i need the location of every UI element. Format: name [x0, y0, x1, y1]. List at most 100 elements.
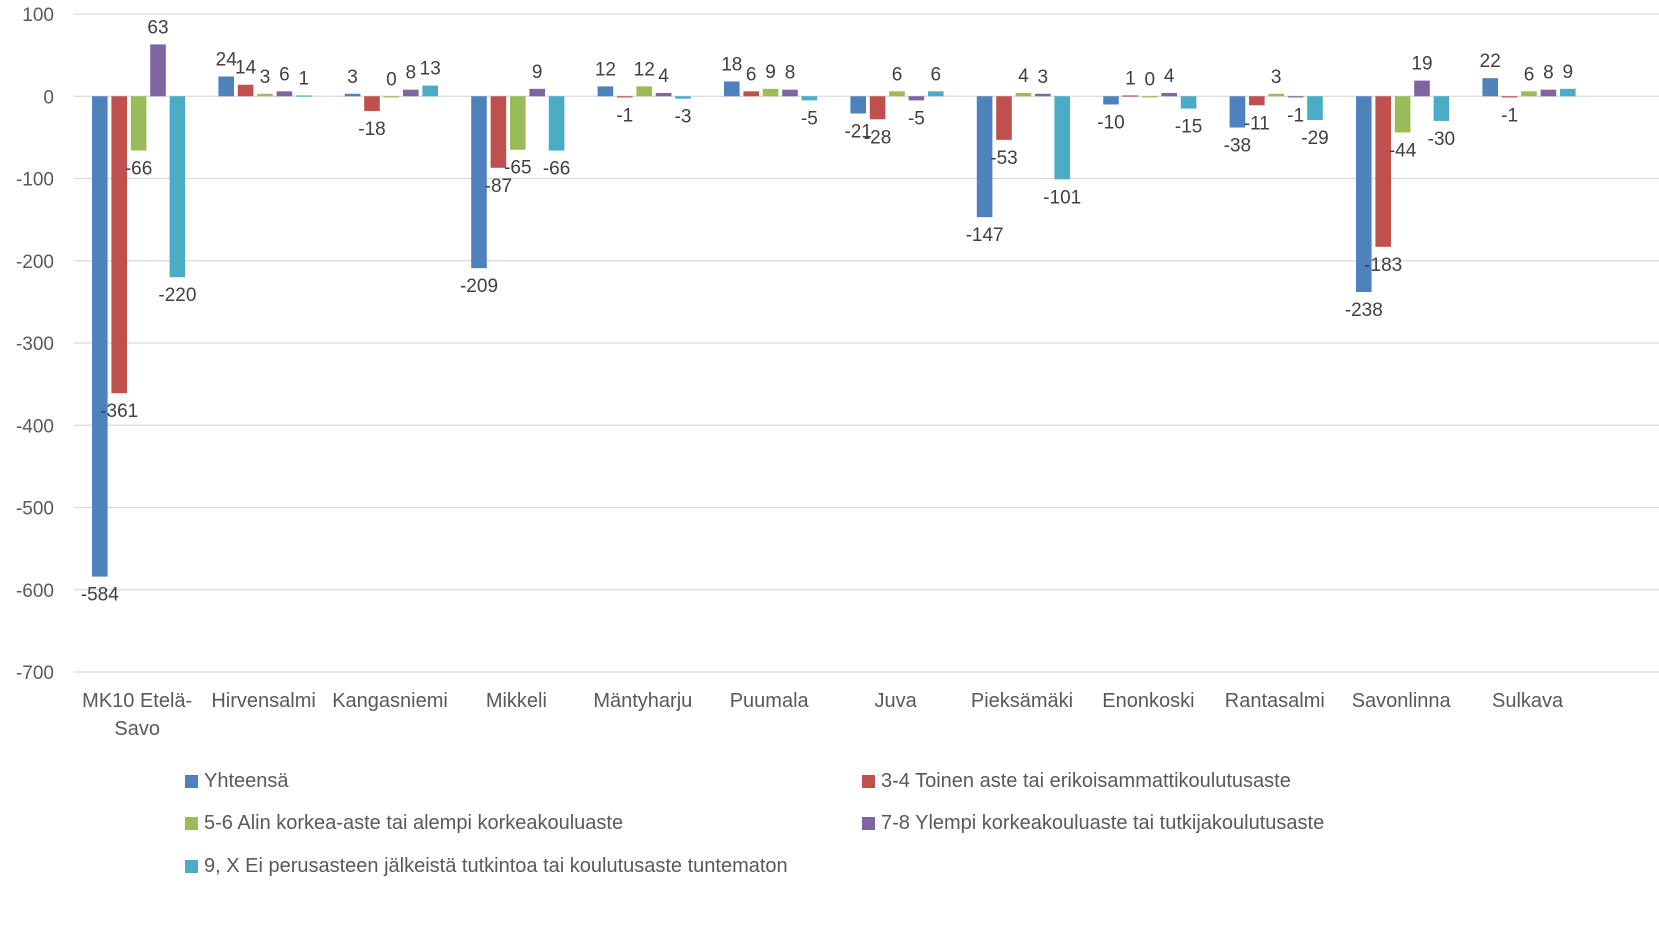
data-label: 8 — [406, 63, 417, 84]
data-label: 9 — [765, 62, 776, 83]
data-label: 22 — [1480, 51, 1501, 72]
category-label: Puumala — [730, 690, 810, 712]
bar — [1501, 96, 1518, 98]
bar — [1482, 78, 1498, 97]
data-label: 6 — [279, 64, 290, 85]
bar — [1287, 96, 1304, 98]
bar — [510, 96, 526, 150]
bar — [1560, 88, 1576, 97]
bar — [1122, 95, 1139, 97]
y-tick-label: -500 — [16, 499, 54, 520]
bar — [1015, 92, 1032, 97]
bar — [1268, 93, 1284, 97]
bar — [471, 96, 487, 269]
bar — [724, 81, 740, 97]
bar — [908, 96, 925, 101]
data-label: -44 — [1389, 140, 1417, 161]
bar — [237, 84, 254, 97]
data-label: 0 — [386, 69, 397, 90]
data-label: -10 — [1097, 112, 1124, 133]
category-label: Rantasalmi — [1225, 690, 1325, 712]
data-label: -21 — [844, 122, 871, 143]
y-tick-label: -400 — [16, 416, 54, 437]
bar — [1375, 96, 1391, 247]
data-label: -5 — [801, 108, 818, 129]
data-label: 19 — [1411, 54, 1432, 75]
bar — [801, 96, 818, 101]
category-label: Sulkava — [1492, 690, 1564, 712]
data-label: -3 — [675, 107, 692, 128]
data-label: -1 — [1501, 105, 1518, 126]
bar — [1103, 96, 1119, 105]
bar — [344, 93, 361, 97]
data-label: -87 — [485, 176, 512, 197]
bar — [130, 96, 147, 151]
data-label: -147 — [966, 225, 1004, 246]
bar — [276, 91, 293, 97]
bar — [1249, 96, 1265, 106]
data-label: 8 — [1543, 63, 1554, 84]
data-label: -29 — [1301, 128, 1328, 149]
category-label: Mikkeli — [486, 690, 547, 712]
data-label: 4 — [658, 66, 669, 87]
bar — [1229, 96, 1246, 128]
data-label: -238 — [1345, 300, 1383, 321]
data-label: -15 — [1175, 117, 1202, 138]
data-label: -66 — [125, 159, 152, 180]
data-label: -66 — [543, 159, 570, 180]
y-tick-label: 100 — [22, 5, 54, 26]
data-label: 18 — [721, 54, 742, 75]
bar — [636, 86, 652, 97]
category-label: MK10 Etelä- — [82, 690, 192, 712]
data-label: 24 — [216, 50, 238, 71]
data-label: 14 — [235, 58, 257, 79]
data-label: 4 — [1018, 66, 1029, 87]
data-label: 12 — [595, 59, 616, 80]
bar — [1394, 96, 1411, 133]
bar — [976, 96, 993, 218]
bar — [850, 96, 866, 114]
category-label: Enonkoski — [1102, 690, 1194, 712]
bar — [1307, 96, 1323, 121]
bar — [617, 96, 633, 98]
data-label: 63 — [147, 17, 168, 38]
bar — [422, 85, 438, 97]
data-label: 3 — [260, 67, 271, 88]
bar — [889, 91, 905, 97]
bar — [490, 96, 507, 168]
data-label: -5 — [908, 108, 925, 129]
data-label: 12 — [634, 59, 655, 80]
data-label: 0 — [1145, 69, 1156, 90]
bar — [364, 96, 380, 112]
bar — [675, 96, 691, 99]
data-label: -28 — [864, 127, 891, 148]
bar — [383, 96, 400, 98]
data-label: -361 — [100, 401, 138, 422]
bar — [150, 44, 166, 97]
category-label: Juva — [874, 690, 917, 712]
bar — [996, 96, 1012, 140]
bar — [1433, 96, 1450, 121]
data-label: 6 — [931, 64, 942, 85]
bar — [1521, 91, 1537, 97]
bar — [1540, 89, 1557, 97]
data-label: -209 — [460, 276, 498, 297]
data-label: -1 — [1287, 105, 1304, 126]
category-label: Pieksämäki — [971, 690, 1073, 712]
bar — [1054, 96, 1070, 180]
data-label: 4 — [1164, 66, 1175, 87]
x-axis-categories: MK10 Etelä- Savo Hirvensalmi Kangasniemi Mik… — [82, 690, 1564, 740]
data-label: 1 — [1125, 68, 1136, 89]
bar — [869, 96, 886, 120]
data-label: -220 — [158, 285, 196, 306]
bar — [743, 91, 759, 97]
data-label: 6 — [746, 64, 757, 85]
bar — [169, 96, 186, 278]
gridlines — [74, 13, 1659, 673]
data-label: 3 — [1271, 67, 1282, 88]
bar — [1414, 80, 1430, 97]
data-label: -1 — [616, 105, 633, 126]
bar — [296, 95, 312, 97]
bars — [92, 44, 1576, 577]
